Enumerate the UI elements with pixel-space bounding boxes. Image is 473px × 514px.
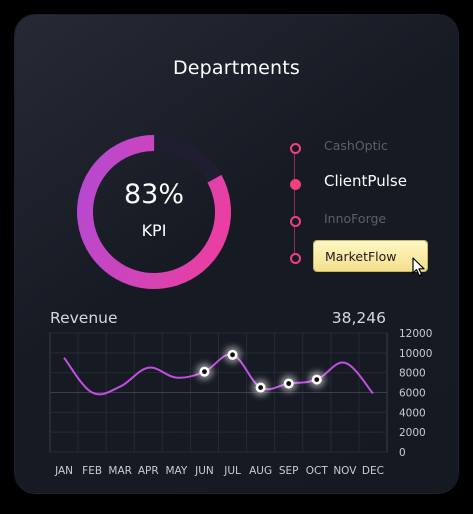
department-list-connector [294,148,295,258]
data-point-center [314,377,320,383]
x-tick-label: JUN [194,465,214,477]
department-dot-active-icon [290,179,301,190]
data-point-oct[interactable] [308,371,325,388]
x-tick-label: SEP [279,465,299,477]
x-tick-label: FEB [82,465,102,477]
data-point-jul[interactable] [224,346,241,363]
x-tick-label: MAR [108,465,132,477]
department-dot-icon [290,143,301,154]
data-point-center [230,352,235,358]
mouse-pointer-icon [412,257,425,277]
department-item-innoforge[interactable]: InnoForge [287,209,457,233]
data-point-center [286,381,292,386]
data-point-aug[interactable] [252,379,269,396]
kpi-label: KPI [141,221,167,240]
kpi-donut-arc [77,135,231,289]
department-item-clientpulse[interactable]: ClientPulse [287,172,457,196]
card-title: Departments [172,57,301,79]
department-label: MarketFlow [325,249,397,264]
data-point-center [258,385,264,390]
revenue-chart: JAN FEB MAR APR MAY JUN JUL AUG SEP OCT NOV DEC 0 20… [49,328,432,477]
revenue-title: Revenue [50,309,118,327]
y-tick-label: 0 [399,447,406,459]
y-axis-labels: 0 2000 4000 6000 8000 10000 12000 [399,328,432,459]
department-item-marketflow[interactable]: MarketFlow [287,241,457,277]
department-list: CashOptic ClientPulse InnoForge MarketFl… [287,136,457,277]
chart-points [196,346,325,396]
x-tick-label: JAN [54,465,73,477]
kpi-donut-graphic [77,135,231,289]
x-tick-label: NOV [333,465,357,477]
y-tick-label: 4000 [399,407,426,419]
x-tick-label: OCT [306,465,329,477]
department-hover-highlight[interactable]: MarketFlow [314,241,427,271]
revenue-total: 38,246 [331,309,386,327]
x-tick-label: AUG [249,465,272,477]
x-tick-label: DEC [362,465,384,477]
data-point-jun[interactable] [196,363,213,380]
department-dot-icon [290,216,301,227]
department-label: InnoForge [324,211,387,226]
department-dot-icon [290,253,301,264]
y-tick-label: 12000 [399,328,432,340]
x-tick-label: JUL [223,465,241,477]
y-tick-label: 8000 [399,368,426,380]
data-point-center [202,369,207,375]
x-axis-labels: JAN FEB MAR APR MAY JUN JUL AUG SEP OCT NOV DEC [54,465,384,477]
kpi-value: 83% [123,179,184,210]
data-point-sep[interactable] [280,375,297,392]
y-tick-label: 2000 [399,427,426,439]
chart-grid [49,332,388,453]
departments-card: Departments 83% KPI CashOptic ClientPuls… [15,15,458,493]
y-tick-label: 10000 [399,348,432,360]
kpi-donut: 83% KPI [75,133,233,291]
y-tick-label: 6000 [399,388,426,400]
x-tick-label: APR [138,465,159,477]
department-label: CashOptic [324,138,388,153]
department-item-cashoptic[interactable]: CashOptic [287,136,457,160]
x-tick-label: MAY [165,465,187,477]
department-label: ClientPulse [324,172,407,190]
